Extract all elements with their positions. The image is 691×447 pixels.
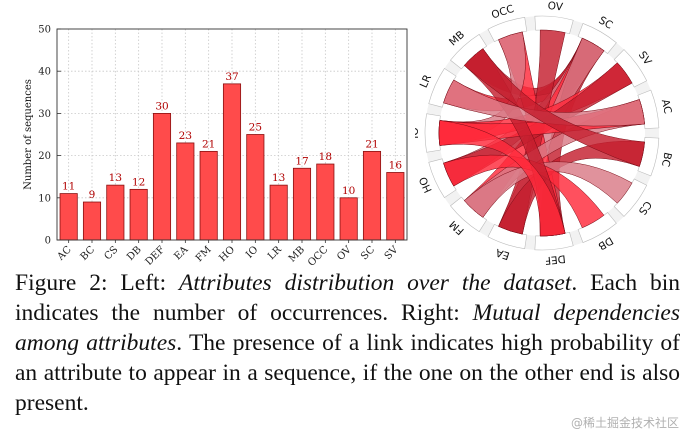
bar [362,150,382,241]
bar [106,184,125,241]
bar-value-label: 18 [319,151,332,163]
x-tick-label: DEF [144,244,168,265]
caption-part-5: . The presence of a link indicates high … [15,330,680,416]
bar [152,113,172,241]
x-tick-label: LR [266,244,284,262]
bar [339,197,358,241]
chord-label: HO [417,175,435,195]
chord-ribbon [438,120,566,237]
bar-value-label: 16 [389,159,403,171]
chord-label: DB [596,234,615,252]
chord-label: SC [596,14,614,31]
x-tick-label: IO [244,244,260,260]
bar [199,150,218,241]
bar-value-label: 21 [365,138,378,150]
bar [292,167,312,241]
y-axis-label: Number of sequences [23,79,34,190]
chord-label: CS [636,198,654,217]
x-tick-label: BC [79,244,98,263]
chord-label: EA [494,246,512,262]
watermark: @稀土掘金技术社区 [570,416,679,430]
bar-value-label: 25 [249,122,262,134]
bar-value-label: 13 [109,172,122,184]
chord-label: SV [636,49,654,68]
bar-chart: 0 10 20 30 40 50 11 AC 9 BC 13 CS 12 DB 30 DEF 23 EA 21 FM 3… [23,25,408,265]
bar-value-label: 21 [202,138,215,150]
bar-value-label: 23 [179,130,192,142]
chord-label: BC [659,151,674,168]
chord-ribbon [443,79,645,127]
figure-caption: Figure 2: Left: Attributes distribution … [15,268,680,418]
x-tick-label: FM [194,244,214,264]
x-tick-label: DB [125,244,144,263]
x-tick-label: MB [287,244,307,264]
x-tick-label: OCC [306,244,331,265]
x-tick-label: SV [383,244,401,262]
x-tick-label: CS [102,244,120,262]
bar [386,172,405,241]
x-tick-label: AC [55,244,74,263]
chord-label: OV [547,0,564,14]
bar-value-label: 17 [295,155,308,167]
plot-frame [56,28,408,241]
chord-label: LR [418,73,434,90]
bar [59,193,78,241]
bar [176,142,195,241]
bar [129,188,148,241]
y-tick-label: 20 [38,151,51,162]
chord-segment [424,113,441,153]
chord-label: IO [415,127,421,138]
chord-label: FM [447,218,466,237]
caption-part-2: Attributes distribution over the dataset [179,270,572,296]
chord-ribbon [463,161,633,218]
bar-value-label: 10 [342,185,355,197]
y-tick-label: 30 [38,109,51,120]
bar [316,163,335,241]
chord-ribbon [463,48,645,167]
bar-value-label: 11 [62,181,75,193]
bar [246,134,265,241]
bar [82,201,102,241]
caption-part-3: . Each bin indicates the number of occur… [15,270,680,326]
caption-part-4: Mutual dependencies among attributes [15,300,680,356]
bar [269,184,288,241]
x-tick-label: HO [217,244,237,264]
bar-value-label: 37 [225,71,238,83]
y-tick-label: 50 [38,25,51,36]
x-tick-label: OV [335,244,354,263]
bar [222,83,242,241]
y-tick-label: 0 [45,236,51,247]
chord-label: AC [659,98,674,115]
y-tick-label: 10 [38,193,51,204]
bar-value-label: 13 [272,172,285,184]
x-tick-label: SC [359,244,377,262]
chord-label: DEF [544,252,566,265]
bar-value-label: 30 [155,100,168,112]
chord-label: OCC [490,3,516,22]
x-tick-label: EA [172,244,191,263]
y-tick-label: 40 [38,67,51,78]
bar-value-label: 12 [132,176,145,188]
bar-value-label: 9 [89,189,96,201]
caption-part-1: Figure 2: Left: [15,270,179,296]
